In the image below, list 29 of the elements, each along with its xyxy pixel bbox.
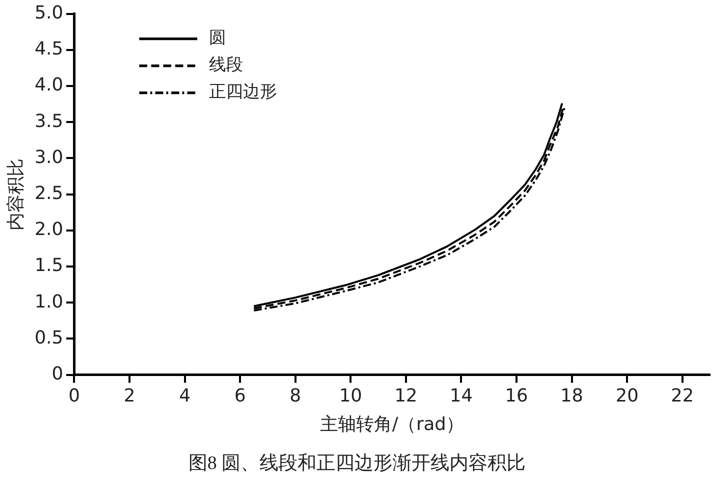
x-tick-label: 4 (179, 385, 191, 406)
y-tick-label: 1.5 (34, 255, 64, 276)
x-tick-label: 0 (68, 385, 80, 406)
legend-label: 正四边形 (209, 82, 278, 102)
x-tick-label: 18 (560, 385, 584, 406)
y-tick-label: 3.0 (34, 146, 64, 168)
x-tick-label: 10 (339, 385, 362, 406)
y-tick-label: 2.0 (34, 219, 64, 240)
legend-label: 线段 (209, 55, 244, 76)
y-axis-title: 内容积比 (5, 158, 26, 230)
y-tick-label: 2.5 (34, 182, 64, 204)
y-tick-label: 4.0 (34, 74, 64, 96)
x-tick-label: 8 (290, 385, 302, 406)
y-tick-label: 1.0 (34, 291, 64, 312)
y-tick-label: 4.5 (34, 38, 64, 60)
y-tick-label: 5.0 (34, 2, 64, 24)
y-tick-label: 0.5 (34, 327, 64, 348)
x-tick-label: 20 (616, 385, 639, 406)
x-tick-label: 6 (234, 385, 246, 406)
x-tick-label: 22 (670, 385, 694, 406)
x-tick-label: 2 (124, 385, 136, 406)
y-tick-label: 3.5 (34, 110, 64, 132)
x-tick-label: 12 (394, 385, 418, 406)
y-tick-label: 0 (52, 363, 64, 384)
legend-label: 圆 (209, 28, 226, 48)
x-tick-label: 16 (505, 385, 528, 406)
caption: 图8 圆、线段和正四边形渐开线内容积比 (187, 452, 527, 476)
x-tick-label: 14 (450, 385, 473, 406)
x-axis-title: 主轴转角/（rad） (320, 414, 464, 435)
